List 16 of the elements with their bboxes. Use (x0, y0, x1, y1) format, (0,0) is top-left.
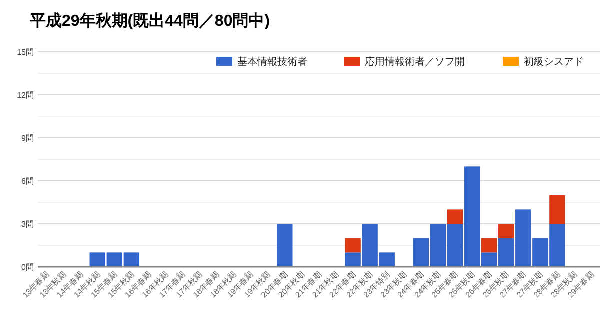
bar (345, 238, 361, 253)
legend-label: 初級シスアド (524, 56, 584, 68)
y-tick-label: 3問 (22, 220, 34, 229)
legend-label: 応用情報術者／ソフ開 (365, 56, 465, 68)
bar (481, 238, 498, 253)
y-tick-label: 9問 (22, 134, 34, 143)
y-tick-label: 15問 (17, 48, 34, 57)
bar (447, 210, 464, 224)
bar (550, 195, 566, 224)
bar (277, 224, 293, 267)
y-tick-label: 0問 (22, 263, 34, 272)
chart-title: 平成29年秋期(既出44問／80問中) (29, 12, 270, 30)
legend-label: 基本情報技術者 (238, 56, 308, 68)
y-tick-label: 12問 (17, 91, 34, 100)
bar (498, 224, 514, 238)
y-tick-label: 6問 (22, 177, 34, 186)
